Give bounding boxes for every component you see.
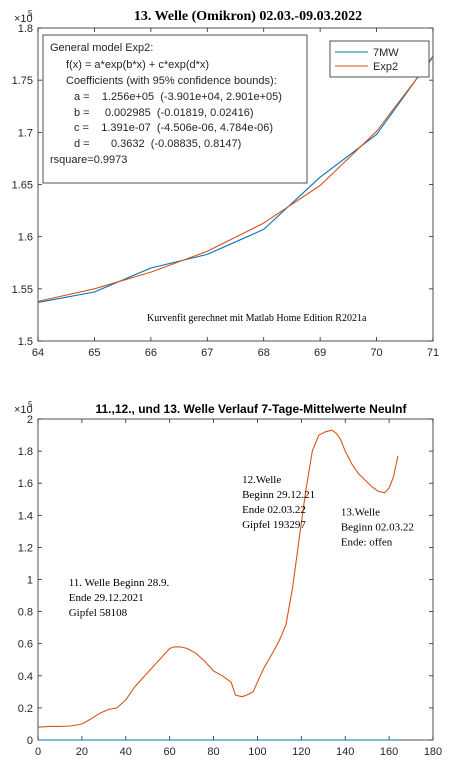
wave-annotation-line: 12.Welle [242, 474, 281, 486]
wave-annotation-line: Ende 02.03.22 [242, 504, 306, 516]
wave-annotation-line: Gipfel 193297 [242, 519, 306, 531]
wave-annotation-12: 12.Welle Beginn 29.12.21 Ende 02.03.22 Gipf… [242, 474, 315, 531]
y-tick-label: 1.8 [18, 23, 33, 35]
y-tick-label: 0.4 [18, 671, 33, 683]
chart-2-y-exponent: ×10 5 [14, 400, 33, 416]
y-tick-label: 0.6 [18, 639, 33, 651]
fit-box-line: f(x) = a*exp(b*x) + c*exp(d*x) [66, 59, 209, 71]
chart-2-y-exponent-base: ×10 [14, 404, 33, 416]
y-tick-label: 1.8 [18, 446, 33, 458]
chart-1: 13. Welle (Omikron) 02.03.-09.03.2022 ×1… [12, 9, 440, 359]
y-tick-label: 1.4 [18, 510, 33, 522]
x-tick-label: 120 [292, 746, 310, 758]
chart-2: ×10 5 11.,12., und 13. Welle Verlauf 7-T… [14, 400, 442, 758]
fit-box-line: a = 1.256e+05 (-3.901e+04, 2.901e+05) [74, 91, 282, 103]
x-tick-label: 160 [380, 746, 398, 758]
series-line-series-0 [37, 429, 399, 728]
y-tick-label: 0.2 [18, 703, 33, 715]
x-tick-label: 20 [76, 746, 88, 758]
fit-box-line: c = 1.391e-07 (-4.506e-06, 4.784e-06) [74, 122, 273, 134]
fit-box-line: d = 0.3632 (-0.08835, 0.8147) [74, 138, 241, 150]
x-tick-label: 66 [145, 347, 157, 359]
chart-1-ticks: 64 65 66 67 68 69 70 71 1.5 1.55 1.6 1.65 1.7 1.75 1.8 [12, 23, 440, 359]
chart-2-annotations: 11. Welle Beginn 28.9. Ende 29.12.2021 Gip… [69, 474, 414, 619]
y-tick-label: 0.8 [18, 607, 33, 619]
chart-1-y-exponent-power: 5 [28, 9, 33, 18]
chart-1-annotation: Kurvenfit gerechnet mit Matlab Home Edit… [147, 313, 367, 324]
chart-1-series [37, 55, 434, 303]
x-tick-label: 0 [35, 746, 41, 758]
x-tick-label: 100 [248, 746, 266, 758]
y-tick-label: 1.75 [12, 75, 33, 87]
y-tick-label: 1 [27, 575, 33, 587]
wave-annotation-line: Beginn 02.03.22 [341, 521, 414, 533]
y-tick-label: 1.2 [18, 542, 33, 554]
series-line-7mw [37, 55, 434, 303]
chart-2-ticks: 0 20 40 60 80 100 120 140 160 18000.20.40.60.811.… [18, 414, 442, 758]
wave-annotation-line: Gipfel 58108 [69, 607, 128, 619]
x-tick-label: 67 [201, 347, 213, 359]
y-tick-label: 1.5 [18, 336, 33, 348]
chart-2-series [37, 429, 399, 741]
wave-annotation-13: 13.Welle Beginn 02.03.22 Ende: offen [341, 506, 414, 548]
x-tick-label: 65 [88, 347, 100, 359]
legend-label-exp2: Exp2 [373, 61, 398, 73]
y-tick-label: 1.6 [18, 478, 33, 490]
chart-1-y-exponent-base: ×10 [14, 13, 33, 25]
fit-box-line: b = 0.002985 (-0.01819, 0.02416) [74, 107, 254, 119]
x-tick-label: 71 [427, 347, 439, 359]
x-tick-label: 68 [258, 347, 270, 359]
fit-box-line: Coefficients (with 95% confidence bounds… [66, 75, 277, 87]
chart-1-fit-box: General model Exp2: f(x) = a*exp(b*x) + … [42, 34, 308, 184]
chart-1-legend: 7MW Exp2 [329, 40, 430, 78]
wave-annotation-line: Ende 29.12.2021 [69, 592, 144, 604]
fit-box-line: rsquare=0.9973 [50, 154, 127, 166]
y-tick-label: 0 [27, 735, 33, 747]
x-tick-label: 69 [314, 347, 326, 359]
series-line-exp2 [37, 56, 434, 302]
wave-annotation-line: Beginn 29.12.21 [242, 489, 315, 501]
chart-2-plot-area [37, 418, 434, 741]
y-tick-label: 1.65 [12, 180, 33, 192]
y-tick-label: 2 [27, 414, 33, 426]
x-tick-label: 60 [164, 746, 176, 758]
x-tick-label: 180 [424, 746, 442, 758]
x-tick-label: 40 [120, 746, 132, 758]
chart-2-y-exponent-power: 5 [28, 400, 33, 409]
y-tick-label: 1.6 [18, 232, 33, 244]
x-tick-label: 140 [336, 746, 354, 758]
wave-annotation-line: Ende: offen [341, 536, 393, 548]
x-tick-label: 70 [370, 347, 382, 359]
y-tick-label: 1.55 [12, 284, 33, 296]
y-tick-label: 1.7 [18, 127, 33, 139]
chart-1-y-exponent: ×10 5 [14, 9, 33, 25]
chart-1-title: 13. Welle (Omikron) 02.03.-09.03.2022 [134, 9, 362, 24]
x-tick-label: 80 [207, 746, 219, 758]
legend-label-7mw: 7MW [373, 47, 399, 59]
wave-annotation-line: 11. Welle Beginn 28.9. [69, 577, 170, 589]
chart-2-title: 11.,12., und 13. Welle Verlauf 7-Tage-Mi… [96, 402, 408, 416]
x-tick-label: 64 [32, 347, 44, 359]
wave-annotation-line: 13.Welle [341, 506, 380, 518]
fit-box-line: General model Exp2: [50, 42, 153, 54]
wave-annotation-11: 11. Welle Beginn 28.9. Ende 29.12.2021 Gip… [69, 577, 170, 619]
